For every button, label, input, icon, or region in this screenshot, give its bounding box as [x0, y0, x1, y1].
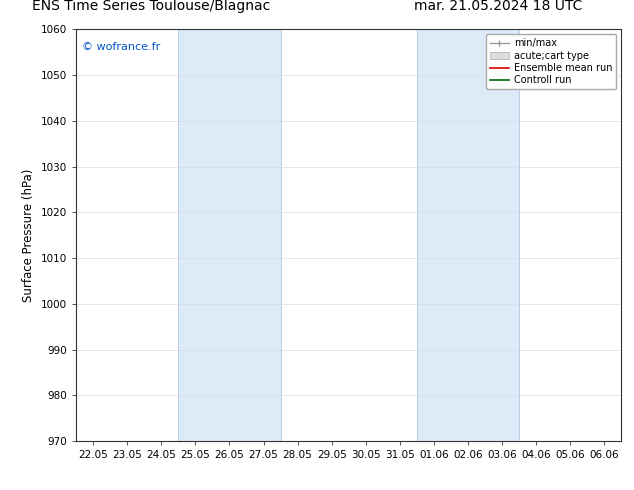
Bar [178, 29, 280, 441]
Text: © wofrance.fr: © wofrance.fr [82, 42, 160, 52]
Y-axis label: Surface Pressure (hPa): Surface Pressure (hPa) [22, 169, 36, 302]
Text: ENS Time Series Toulouse/Blagnac: ENS Time Series Toulouse/Blagnac [32, 0, 271, 13]
Text: mar. 21.05.2024 18 UTC: mar. 21.05.2024 18 UTC [414, 0, 583, 13]
Legend: min/max, acute;cart type, Ensemble mean run, Controll run: min/max, acute;cart type, Ensemble mean … [486, 34, 616, 89]
Bar [417, 29, 519, 441]
